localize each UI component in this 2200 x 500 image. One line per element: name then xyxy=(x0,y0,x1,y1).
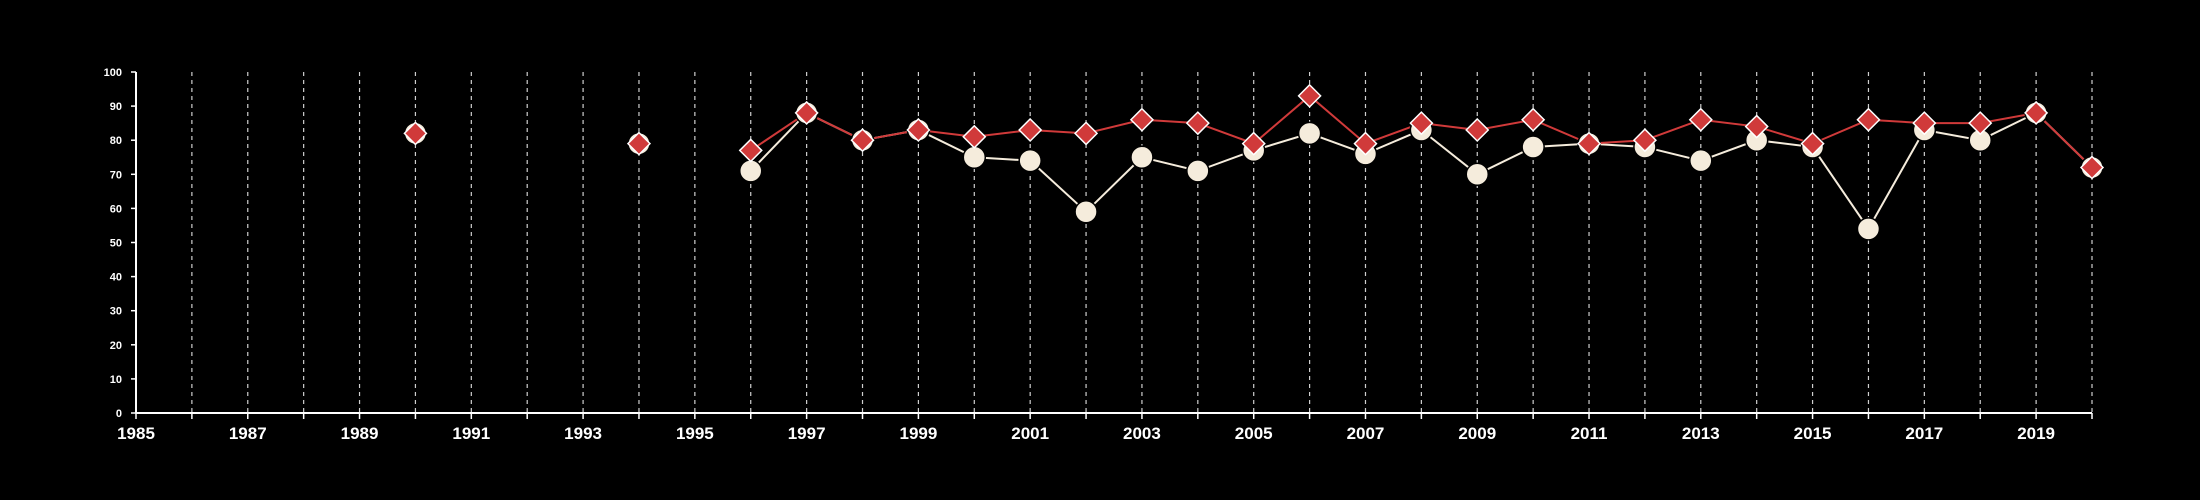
x-tick-label: 1985 xyxy=(117,424,155,443)
x-tick-label: 2015 xyxy=(1794,424,1832,443)
x-tick-label: 1999 xyxy=(899,424,937,443)
diamond-point xyxy=(1968,111,1993,136)
diamond-point xyxy=(1912,111,1937,136)
diamond-point xyxy=(1185,111,1210,136)
diamond-point xyxy=(1744,114,1769,139)
y-tick-label: 10 xyxy=(110,374,122,386)
x-tick-label: 1997 xyxy=(788,424,826,443)
x-tick-label: 2003 xyxy=(1123,424,1161,443)
diamond-point xyxy=(1409,111,1434,136)
diamond-point xyxy=(1018,117,1043,143)
x-tick-label: 1989 xyxy=(341,424,379,443)
y-tick-label: 40 xyxy=(110,272,122,284)
diamond-point xyxy=(403,121,428,146)
y-tick-label: 30 xyxy=(110,306,122,318)
diamond-point xyxy=(738,138,763,163)
circle-point xyxy=(1465,162,1490,187)
y-tick-label: 100 xyxy=(104,67,122,79)
x-tick-label: 2005 xyxy=(1235,424,1273,443)
diamond-point xyxy=(1576,131,1602,156)
x-tick-label: 1993 xyxy=(564,424,602,443)
x-tick-label: 1995 xyxy=(676,424,714,443)
axes: 1985 1987 1989 1991 1993 1995 1997 1999 2001 2003… xyxy=(104,67,2093,443)
diamond-point xyxy=(1800,131,1825,156)
diamond-point xyxy=(626,131,652,156)
diamond-point xyxy=(2024,100,2049,125)
diamond-point xyxy=(1129,107,1155,132)
diamond-point xyxy=(1632,128,1657,153)
diamond-point xyxy=(962,124,987,149)
x-tick-label: 2011 xyxy=(1571,424,1608,443)
circle-point xyxy=(738,159,763,183)
diamond-point xyxy=(2079,155,2105,180)
x-tick-label: 2009 xyxy=(1458,424,1496,443)
y-tick-label: 80 xyxy=(110,135,122,147)
diamond-point xyxy=(1856,107,1881,132)
x-tick-label: 2019 xyxy=(2017,424,2055,443)
diamond-point xyxy=(850,128,875,153)
x-tick-label: 2017 xyxy=(1905,424,1943,443)
circle-point xyxy=(1297,121,1322,146)
x-tick-label: 2013 xyxy=(1682,424,1720,443)
circle-point xyxy=(1689,148,1713,173)
circle-point xyxy=(1521,135,1545,159)
y-tick-label: 20 xyxy=(110,340,122,352)
diamond-point xyxy=(1241,131,1266,156)
circle-point xyxy=(1018,148,1042,173)
diamond-point xyxy=(1521,107,1546,132)
y-tick-label: 50 xyxy=(110,238,122,250)
diamond-point xyxy=(1297,83,1322,108)
circle-point xyxy=(962,145,987,169)
diamond-point xyxy=(794,100,819,125)
x-tick-label: 2007 xyxy=(1347,424,1385,443)
circle-point xyxy=(1130,145,1154,169)
x-tick-label: 2001 xyxy=(1011,424,1049,443)
diamond-point xyxy=(906,117,931,143)
circle-point xyxy=(1186,159,1210,183)
circle-point xyxy=(1856,217,1881,241)
y-tick-label: 60 xyxy=(110,203,122,215)
x-tick-label: 1991 xyxy=(452,424,490,443)
diamond-point xyxy=(1688,107,1713,132)
series xyxy=(403,83,2105,241)
y-tick-label: 70 xyxy=(110,169,122,181)
y-tick-label: 90 xyxy=(110,101,122,113)
x-tick-label: 1987 xyxy=(229,424,267,443)
diamond-point xyxy=(1073,121,1099,146)
circle-point xyxy=(1074,200,1098,224)
y-tick-label: 0 xyxy=(116,408,122,420)
diamond-point xyxy=(1465,117,1490,143)
diamond-point xyxy=(1353,131,1378,156)
